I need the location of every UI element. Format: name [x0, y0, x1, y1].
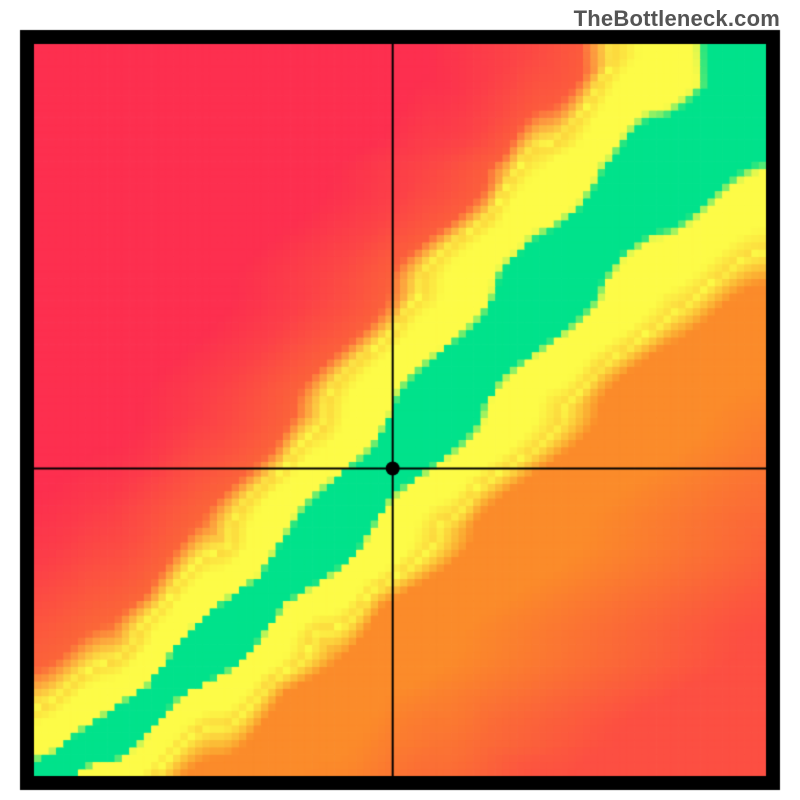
heatmap-canvas [0, 0, 800, 800]
watermark-text: TheBottleneck.com [574, 6, 780, 32]
chart-container: TheBottleneck.com [0, 0, 800, 800]
